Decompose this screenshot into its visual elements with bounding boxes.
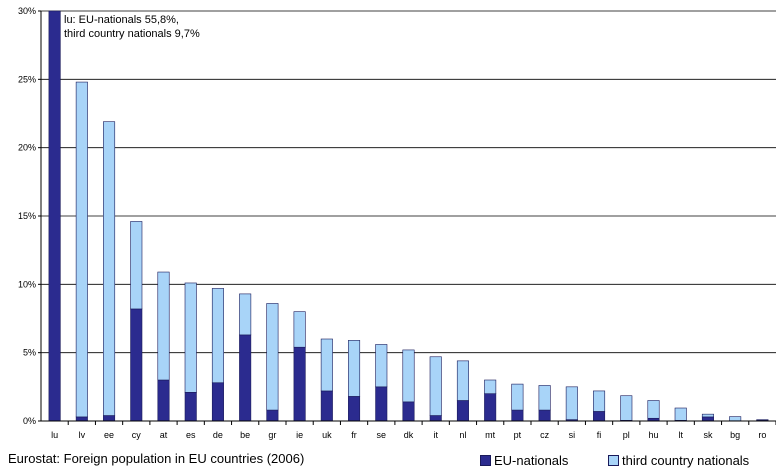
bar-eu-lv: [75, 416, 88, 422]
bar-third-si: [565, 386, 578, 420]
bar-third-cz: [538, 385, 551, 411]
bar-eu-cy: [130, 308, 143, 422]
bar-third-uk: [320, 338, 333, 392]
bar-third-dk: [402, 349, 415, 403]
x-tick-label-gr: gr: [268, 430, 276, 440]
x-tick-label-mt: mt: [485, 430, 495, 440]
x-tick-label-lv: lv: [79, 430, 86, 440]
chart-caption: Eurostat: Foreign population in EU count…: [8, 451, 305, 466]
bar-eu-de: [211, 382, 224, 422]
bar-third-at: [157, 271, 170, 381]
x-tick-label-cz: cz: [540, 430, 550, 440]
x-tick-label-ro: ro: [758, 430, 766, 440]
bar-eu-se: [375, 386, 388, 422]
bar-third-nl: [456, 360, 469, 401]
bar-eu-ee: [103, 415, 116, 422]
bar-third-lt: [674, 407, 687, 421]
y-tick-label: 10%: [18, 279, 36, 289]
bar-eu-es: [184, 391, 197, 422]
bar-third-gr: [266, 303, 279, 411]
x-tick-label-pl: pl: [623, 430, 630, 440]
legend-label-third: third country nationals: [622, 453, 750, 468]
bar-third-ee: [103, 121, 116, 416]
bar-third-pt: [511, 383, 524, 411]
bar-third-ro: [756, 419, 769, 421]
x-tick-label-sk: sk: [703, 430, 713, 440]
bar-eu-ie: [293, 346, 306, 422]
bar-third-fr: [348, 340, 361, 397]
x-tick-label-ee: ee: [104, 430, 114, 440]
bar-third-fi: [593, 390, 606, 412]
x-tick-label-nl: nl: [459, 430, 466, 440]
x-tick-label-de: de: [213, 430, 223, 440]
legend-item-eu: EU-nationals: [480, 453, 568, 468]
bar-eu-nl: [456, 400, 469, 422]
bar-third-se: [375, 344, 388, 388]
bar-eu-cz: [538, 409, 551, 422]
y-tick-label: 30%: [18, 6, 36, 16]
bar-eu-gr: [266, 409, 279, 422]
y-tick-label: 15%: [18, 211, 36, 221]
bar-third-de: [211, 288, 224, 384]
bar-third-es: [184, 282, 197, 393]
bar-third-pl: [620, 395, 633, 421]
x-axis-tick-labels: lu lv ee cy at es de be gr ie uk fr se dk it nl mt pt cz si…: [51, 421, 776, 440]
annotation-line-1: lu: EU-nationals 55,8%,: [64, 14, 179, 26]
bar-eu-lu: [48, 10, 61, 422]
bar-eu-pt: [511, 409, 524, 422]
x-tick-label-dk: dk: [404, 430, 414, 440]
bar-eu-be: [239, 334, 252, 422]
x-tick-label-fi: fi: [597, 430, 602, 440]
bar-third-be: [239, 293, 252, 336]
x-tick-label-at: at: [160, 430, 168, 440]
bar-eu-dk: [402, 401, 415, 422]
x-tick-label-ie: ie: [296, 430, 303, 440]
y-axis-tick-labels: 0% 5% 10% 15% 20% 25% 30%: [18, 6, 36, 426]
bar-third-bg: [729, 416, 742, 422]
bar-eu-fi: [593, 411, 606, 422]
x-tick-label-si: si: [569, 430, 576, 440]
bar-eu-at: [157, 379, 170, 422]
x-tick-label-lt: lt: [678, 430, 683, 440]
x-tick-label-lu: lu: [51, 430, 58, 440]
bar-third-cy: [130, 221, 143, 310]
y-tick-label: 0%: [23, 416, 36, 426]
bar-third-ie: [293, 311, 306, 348]
annotation-line-2: third country nationals 9,7%: [64, 28, 200, 40]
bar-eu-it: [429, 415, 442, 422]
x-tick-label-it: it: [433, 430, 438, 440]
y-tick-label: 25%: [18, 74, 36, 84]
x-tick-label-uk: uk: [322, 430, 332, 440]
x-tick-label-hu: hu: [648, 430, 658, 440]
bar-eu-fr: [348, 396, 361, 422]
legend-swatch-third: [608, 455, 619, 466]
x-tick-label-se: se: [377, 430, 387, 440]
x-tick-label-cy: cy: [132, 430, 142, 440]
bar-third-sk: [701, 413, 714, 418]
x-tick-label-es: es: [186, 430, 196, 440]
legend-label-eu: EU-nationals: [494, 453, 569, 468]
y-tick-label: 5%: [23, 348, 36, 358]
legend-item-third: third country nationals: [608, 453, 749, 468]
x-tick-label-bg: bg: [730, 430, 740, 440]
bar-eu-uk: [320, 390, 333, 422]
legend-swatch-eu: [480, 455, 491, 466]
bar-eu-sk: [701, 416, 714, 422]
x-tick-label-fr: fr: [351, 430, 357, 440]
y-tick-label: 20%: [18, 143, 36, 153]
x-tick-label-pt: pt: [514, 430, 522, 440]
x-tick-label-be: be: [240, 430, 250, 440]
bar-third-hu: [647, 400, 660, 419]
bar-third-lv: [75, 81, 88, 418]
bar-third-it: [429, 356, 442, 416]
bar-third-mt: [484, 379, 497, 394]
bar-eu-mt: [484, 393, 497, 422]
